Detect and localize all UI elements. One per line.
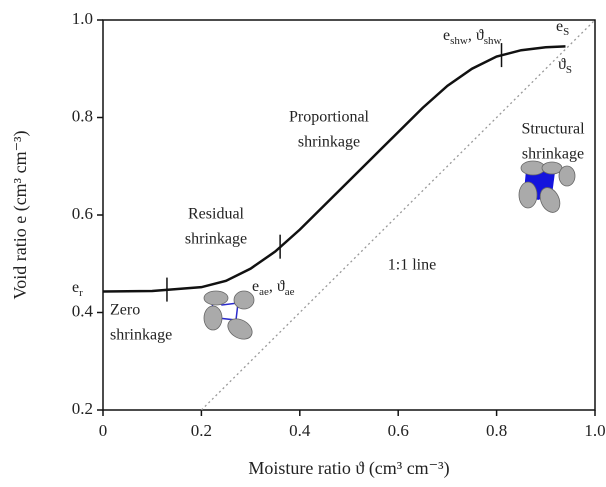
pore-small [203,290,255,340]
annotation-part: e [72,279,79,296]
x-tick-label: 1.0 [584,421,605,440]
x-axis-label: Moisture ratio ϑ (cm³ cm⁻³) [248,458,449,479]
subscript: S [563,26,569,38]
annotation: er [72,279,83,299]
pore-large [518,160,576,213]
annotation: Proportional [289,109,370,126]
annotation-part: , ϑ [269,278,285,295]
y-tick-label: 0.6 [72,204,93,223]
annotation-part: e [443,27,450,44]
annotation: eshw, ϑshw [443,27,502,47]
annotation-part: e [556,18,563,35]
x-tick-label: 0.2 [191,421,212,440]
subscript: S [566,64,572,76]
one-to-one-line [200,19,596,411]
subscript: ae [259,286,269,298]
y-tick-label: 0.2 [72,399,93,418]
shrinkage-curve [102,45,566,293]
annotation: Zero [110,302,140,319]
y-tick-label: 1.0 [72,9,93,28]
annotation: ϑS [558,56,572,76]
subscript: ae [285,286,295,298]
annotation-part: , ϑ [468,27,484,44]
annotation: shrinkage [298,134,360,151]
subscript: shw [450,35,468,47]
annotation: Structural [521,121,585,138]
annotation: Residual [188,206,245,223]
y-axis-label: Void ratio e (cm³ cm⁻³) [10,131,31,300]
annotation: eae, ϑae [252,278,295,298]
annotation-part: ϑ [558,56,566,73]
annotation: 1:1 line [388,257,436,274]
x-tick-label: 0.6 [388,421,409,440]
annotation: shrinkage [185,231,247,248]
x-tick-label: 0 [99,421,108,440]
annotation: shrinkage [110,327,172,344]
subscript: r [79,287,83,299]
y-tick-label: 0.4 [72,301,94,320]
x-tick-label: 0.4 [289,421,311,440]
annotation: shrinkage [522,146,584,163]
subscript: shw [484,35,502,47]
y-tick-label: 0.8 [72,106,93,125]
plot-frame [102,19,596,411]
annotation-part: e [252,278,259,295]
x-tick-label: 0.8 [486,421,507,440]
annotation: eS [556,18,569,38]
